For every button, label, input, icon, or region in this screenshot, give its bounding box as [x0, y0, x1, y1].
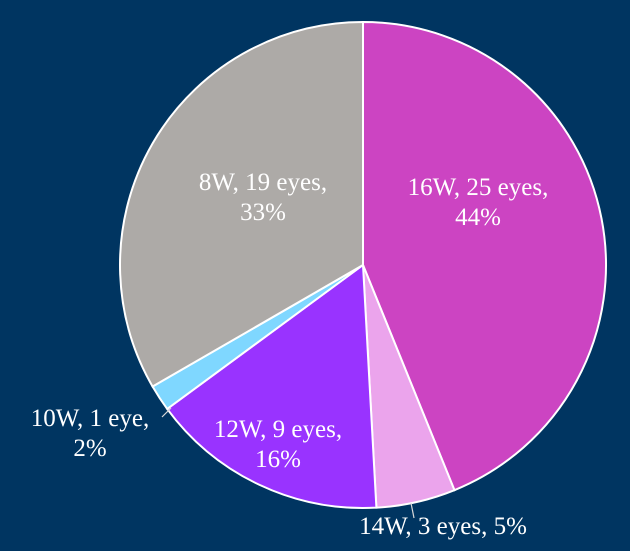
- slice-label-0: 16W, 25 eyes, 44%: [408, 174, 549, 231]
- leader-lines: [161, 407, 415, 519]
- slice-label-line: 33%: [240, 199, 286, 226]
- slice-label-line: 16%: [255, 446, 301, 473]
- slice-label-line: 8W, 19 eyes,: [199, 169, 327, 196]
- slice-label-4: 8W, 19 eyes, 33%: [199, 169, 327, 226]
- slice-labels: 16W, 25 eyes, 44% 14W, 3 eyes, 5% 12W, 9 ey…: [31, 169, 549, 540]
- pie-slices: [119, 20, 607, 509]
- slice-label-line: 2%: [73, 435, 106, 462]
- slice-label-line: 44%: [455, 204, 501, 231]
- slice-label-1: 14W, 3 eyes, 5%: [359, 513, 527, 540]
- slice-label-2: 12W, 9 eyes, 16%: [214, 416, 342, 473]
- pie-slice-0: [362, 20, 607, 492]
- slice-label-line: 16W, 25 eyes,: [408, 174, 549, 201]
- pie-slice-2: [165, 263, 378, 509]
- slice-label-3: 10W, 1 eye, 2%: [31, 405, 150, 462]
- leader-line-1: [410, 502, 415, 519]
- slice-label-line: 12W, 9 eyes,: [214, 416, 342, 443]
- pie-slice-4: [119, 20, 364, 388]
- slice-label-line: 14W, 3 eyes, 5%: [359, 513, 527, 540]
- leader-line-3: [161, 407, 172, 418]
- slice-label-line: 10W, 1 eye,: [31, 405, 150, 432]
